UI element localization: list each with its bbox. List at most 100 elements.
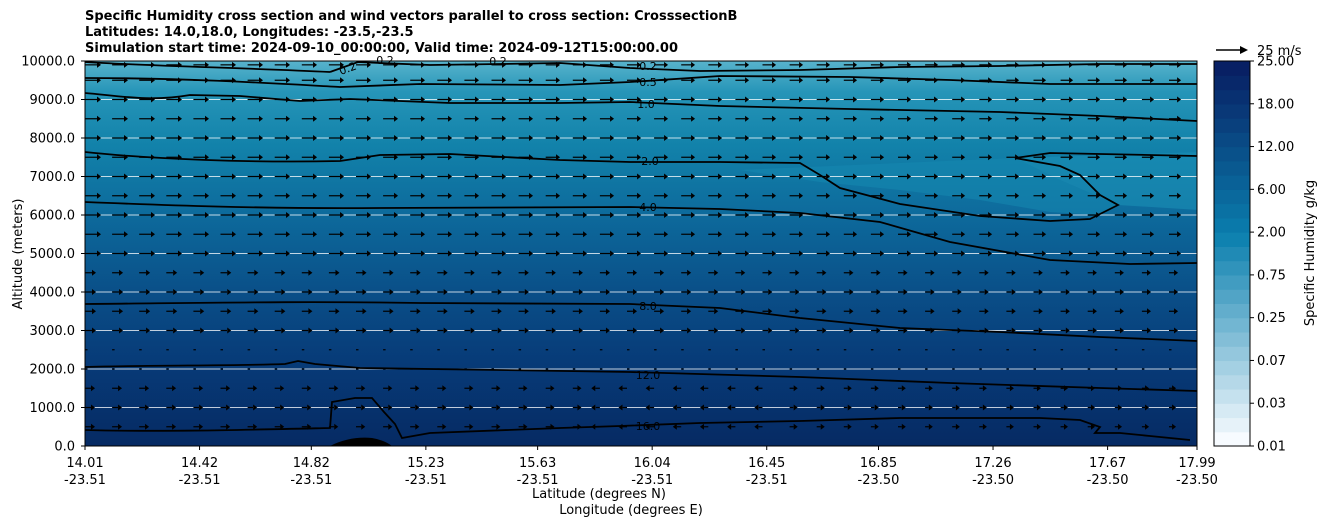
wind-vector-head [1015,77,1020,84]
wind-vector-head [124,250,129,257]
wind-vector-head [1015,173,1020,180]
wind-vector-head [502,115,507,122]
wind-vector-head [205,192,210,199]
wind-vector-head [367,250,372,257]
wind-vector-head [633,289,638,295]
wind-vector-head [637,135,642,141]
wind-vector-head [146,308,151,315]
x-tick-lat: 14.01 [66,456,103,471]
wind-vector-head [286,154,291,161]
wind-vector-head [930,327,935,334]
wind-vector-head [151,192,156,199]
wind-vector-head [633,327,638,334]
wind-vector-head [1118,404,1123,411]
wind-vector-head [205,250,210,257]
wind-vector-head [448,250,453,257]
wind-vector-head [145,404,150,411]
wind-vector-head [1011,289,1016,295]
wind-vector-head [556,61,561,68]
wind-vector-head [502,61,507,68]
wind-vector-head [880,61,885,68]
wind-vector-head [232,192,237,199]
wind-vector-head [934,154,939,161]
wind-vector-head [146,327,151,334]
wind-vector-head [335,269,340,276]
wind-vector-head [442,404,447,411]
wind-vector-head [259,96,264,103]
wind-vector-head [124,96,129,103]
wind-vector-head [610,135,615,141]
wind-vector-head [470,308,475,315]
wind-vector-head [687,327,692,334]
wind-vector-head [502,135,507,141]
wind-vector-head [313,96,318,103]
wind-vector-head [1119,289,1124,295]
wind-vector-head [988,77,993,84]
wind-vector-head [826,250,831,257]
wind-vector-head [874,385,879,392]
wind-vector-head [982,385,987,392]
wind-vector-head [124,212,129,218]
wind-vector-head [470,289,475,295]
wind-vector-head [173,327,178,334]
wind-vector-head [497,327,502,334]
wind-vector-head [1150,61,1155,68]
wind-vector-head [691,212,696,218]
wind-vector-head [259,192,264,199]
wind-vector-head [772,231,777,238]
wind-vector-head [745,250,750,257]
wind-vector-head [524,269,529,276]
wind-vector-head [799,96,804,103]
wind-vector-head [1015,61,1020,68]
wind-vector-head [1096,250,1101,257]
wind-vector-head [664,61,669,68]
wind-vector-head [362,289,367,295]
wind-vector-head [672,404,677,411]
wind-vector-head [394,135,399,141]
wind-vector-head [502,231,507,238]
wind-vector-head [691,154,696,161]
wind-vector-head [421,115,426,122]
wind-vector-head [1069,154,1074,161]
wind-vector-head [610,96,615,103]
colorbar-band [1214,346,1250,362]
wind-vector-head [930,289,935,295]
wind-vector-head [280,385,285,392]
wind-vector-head [605,289,610,295]
wind-vector-head [475,135,480,141]
wind-vector-head [907,96,912,103]
contour-05 [85,75,1197,88]
wind-vector-head [178,212,183,218]
wind-vector-head [389,327,394,334]
wind-vector-head [903,289,908,295]
wind-vector-head [1096,231,1101,238]
wind-vector-head [394,250,399,257]
wind-vector-head [907,231,912,238]
wind-vector-head [876,269,881,276]
wind-vector-head [470,269,475,276]
wind-vector-head [772,77,777,84]
wind-vector-head [853,231,858,238]
wind-vector-head [340,231,345,238]
wind-vector-head [988,212,993,218]
wind-vector-head [556,77,561,84]
wind-vector-head [1065,289,1070,295]
wind-vector-head [1069,77,1074,84]
wind-vector-head [340,77,345,84]
wind-vector-head [741,327,746,334]
wind-vector-head [988,250,993,257]
wind-vector-head [822,269,827,276]
wind-vector-head [556,115,561,122]
wind-vector-head [496,404,501,411]
wind-vector-head [1065,269,1070,276]
wind-vector-head [1150,115,1155,122]
wind-vector-head [1042,173,1047,180]
wind-vector-head [1015,212,1020,218]
wind-vector-head [714,269,719,276]
wind-vector-head [928,404,933,411]
wind-vector-head [988,96,993,103]
wind-vector-head [281,327,286,334]
wind-vector-head [1177,61,1182,68]
wind-vector-head [443,269,448,276]
wind-vector-head [1069,96,1074,103]
